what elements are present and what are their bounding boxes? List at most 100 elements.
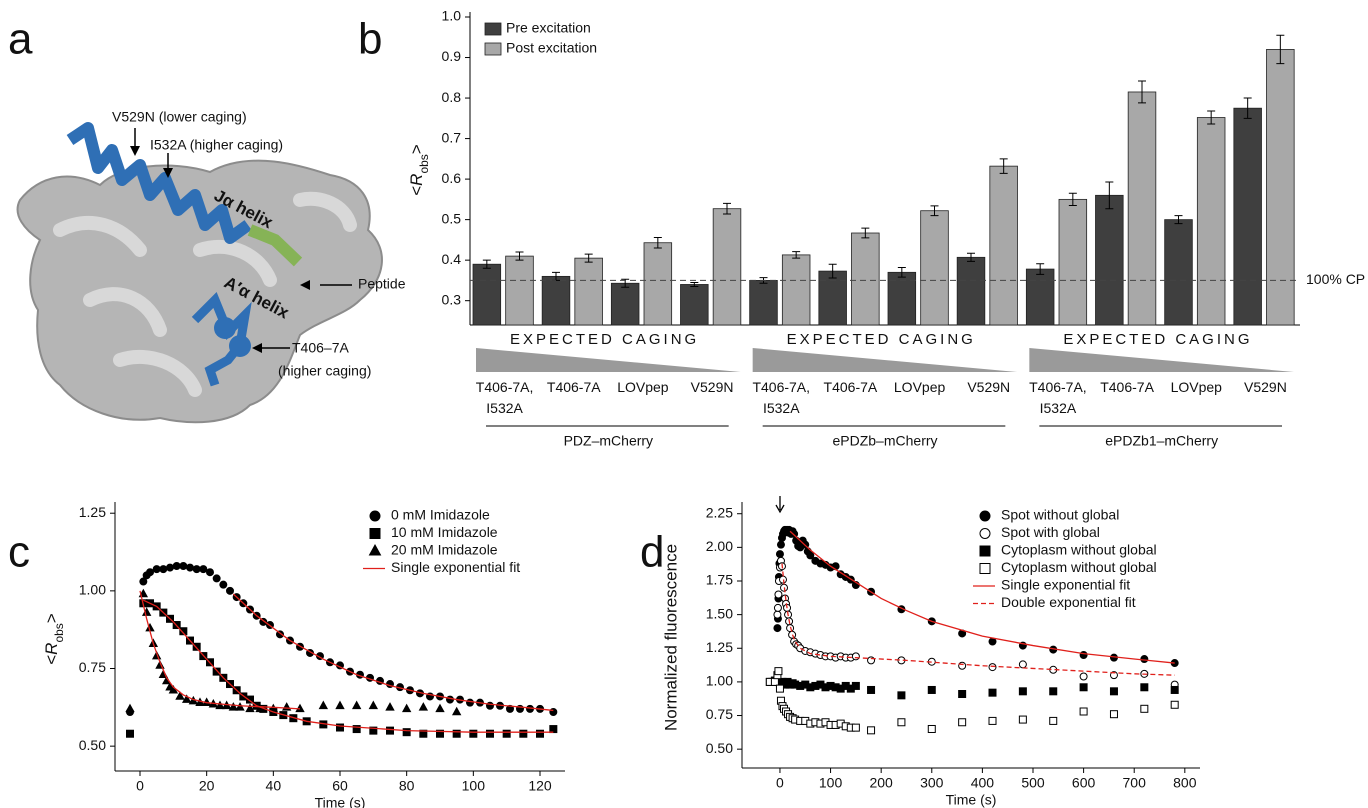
x-tick-label-box: T406-7A [1087, 377, 1167, 423]
marker [229, 703, 237, 710]
marker [387, 727, 394, 734]
y-axis-label-part: > [407, 144, 426, 154]
y-tick-label: 0.3 [442, 291, 462, 307]
bar [819, 271, 847, 325]
marker [187, 564, 194, 571]
bar [750, 280, 778, 325]
legend-swatch [485, 43, 501, 55]
caging-wedge [753, 348, 1018, 372]
x-tick-label: V529N [949, 377, 1029, 398]
marker [980, 546, 990, 556]
marker [447, 696, 454, 703]
bar [644, 243, 672, 325]
marker [193, 566, 200, 573]
marker [989, 717, 996, 724]
x-tick-label-box: T406-7A, I532A [1018, 377, 1098, 423]
y-tick-label: 2.25 [706, 504, 733, 520]
x-tick-label: 60 [332, 778, 348, 794]
x-tick-label-box: LOVpep [603, 377, 683, 423]
y-tick-label: 1.25 [706, 639, 733, 655]
marker [787, 625, 794, 632]
x-tick-label-box: V529N [949, 377, 1029, 423]
bar [957, 257, 985, 325]
x-tick-label: 400 [971, 775, 995, 791]
marker [771, 678, 778, 685]
legend-label: Post excitation [506, 40, 597, 56]
marker [868, 727, 875, 734]
x-tick-label: 0 [136, 778, 144, 794]
group-label: PDZ–mCherry [564, 433, 653, 449]
annotation: T406–7A [292, 340, 349, 356]
marker [980, 564, 990, 574]
marker [852, 653, 859, 660]
marker [436, 705, 444, 712]
marker [1171, 701, 1178, 708]
marker [453, 708, 461, 715]
marker [147, 569, 154, 576]
marker [537, 730, 544, 737]
marker [852, 724, 859, 731]
x-tick-label: T406-7A [534, 377, 614, 398]
y-tick-label: 1.00 [706, 673, 733, 689]
marker [550, 726, 557, 733]
y-axis-label: <Robs> [407, 144, 431, 196]
marker [1080, 651, 1087, 658]
marker [980, 511, 990, 521]
marker [1080, 673, 1087, 680]
x-tick-label: 500 [1021, 775, 1045, 791]
y-tick-label: 0.50 [79, 737, 106, 753]
marker [959, 691, 966, 698]
marker [1080, 708, 1087, 715]
bar [473, 264, 501, 325]
bar [1234, 108, 1262, 325]
x-tick-label-box: LOVpep [880, 377, 960, 423]
x-tick-label: LOVpep [603, 377, 683, 398]
marker [370, 529, 380, 539]
x-tick-label: T406-7A [810, 377, 890, 398]
fit-line [140, 591, 300, 709]
figure: a V529N (lower caging) I532A (higher cag… [0, 0, 1368, 808]
annotation: (higher caging) [278, 363, 371, 379]
x-tick-label: 200 [869, 775, 893, 791]
bar [782, 255, 810, 325]
caging-wedge [476, 348, 741, 372]
y-tick-label: 1.0 [442, 8, 462, 24]
marker [213, 575, 220, 582]
y-tick-label: 2.00 [706, 538, 733, 554]
marker [353, 702, 361, 709]
marker [227, 587, 234, 594]
marker [370, 511, 380, 521]
x-tick-label: T406-7A, I532A [1018, 377, 1098, 419]
marker [928, 725, 935, 732]
x-tick-label: LOVpep [1156, 377, 1236, 398]
y-tick-label: 1.00 [79, 582, 106, 598]
x-tick-label: V529N [1225, 377, 1305, 398]
marker [774, 611, 781, 618]
marker [775, 591, 782, 598]
marker [160, 566, 167, 573]
y-axis-label-part: > [42, 613, 61, 623]
marker [220, 581, 227, 588]
x-tick-label: 20 [199, 778, 215, 794]
marker [1080, 684, 1087, 691]
marker [980, 529, 990, 539]
marker [487, 730, 494, 737]
marker [989, 689, 996, 696]
marker [989, 664, 996, 671]
marker [898, 692, 905, 699]
bar [990, 166, 1018, 325]
y-tick-label: 0.6 [442, 170, 462, 186]
legend-label: Single exponential fit [391, 559, 520, 575]
legend-swatch [485, 23, 501, 35]
marker [1110, 688, 1117, 695]
x-tick-label-box: V529N [1225, 377, 1305, 423]
marker [370, 545, 381, 555]
marker [386, 703, 394, 710]
y-axis-label-part: R [407, 174, 426, 186]
x-tick-label: T406-7A, I532A [741, 377, 821, 419]
x-tick-label: 100 [462, 778, 486, 794]
y-tick-label: 0.8 [442, 89, 462, 105]
marker [776, 551, 783, 558]
x-tick-label-box: T406-7A, I532A [465, 377, 545, 423]
marker [775, 668, 782, 675]
